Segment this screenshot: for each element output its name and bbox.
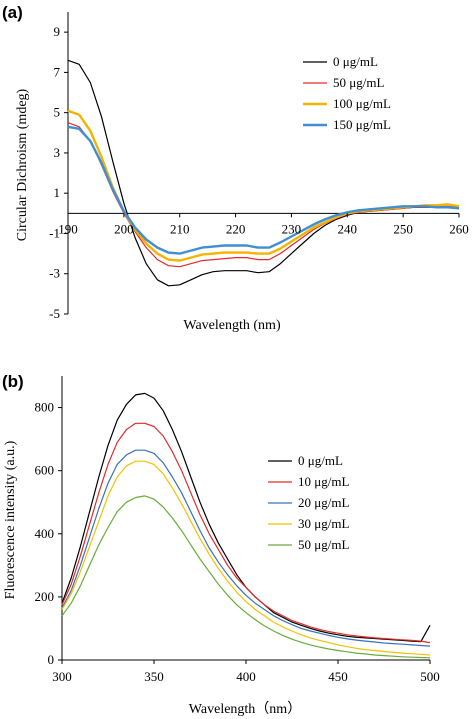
chart-a-series-line-1: [67, 59, 460, 287]
chart-b-series-line-3: [61, 449, 431, 647]
chart-b-series-line-4: [61, 460, 431, 656]
panel-label-b: (b): [2, 372, 24, 391]
chart-b-y-tick-label: 0: [48, 652, 55, 667]
chart-b-legend-label-4: 30 μg/mL: [298, 516, 349, 531]
chart-b-frame: [61, 376, 430, 661]
chart-a-x-tick-label: 240: [338, 221, 358, 236]
chart-b-legend-label-2: 10 μg/mL: [298, 474, 349, 489]
chart-a-series-line-3: [67, 109, 460, 262]
chart-a-x-tick-label: 210: [170, 221, 190, 236]
chart-a-ticks: -5 -3 -1 1 3 5 7 9 190 200 210 220 230 240 250 260: [49, 24, 469, 321]
chart-a-y-tick-label: -3: [49, 266, 60, 281]
chart-b-y-tick-label: 600: [35, 463, 55, 478]
chart-a-xlabel: Wavelength (nm): [183, 318, 281, 333]
chart-a-legend-label-4: 150 μg/mL: [333, 117, 391, 132]
chart-a-x-tick-label: 250: [393, 221, 413, 236]
chart-a-x-tick-label: 190: [58, 221, 78, 236]
chart-b: (b) 0 200 400 600 800 300 350 400 450 500 0 μg/mL…: [2, 372, 440, 717]
chart-a-ylabel: Circular Dichroism (mdeg): [15, 88, 30, 241]
chart-b-x-tick-label: 400: [236, 669, 256, 684]
chart-a-y-tick-label: 5: [54, 105, 61, 120]
chart-a-y-tick-label: 7: [54, 64, 61, 79]
chart-a-legend-label-1: 0 μg/mL: [333, 54, 378, 69]
chart-b-legend-label-5: 50 μg/mL: [298, 537, 349, 552]
chart-a-y-tick-label: -5: [49, 306, 60, 321]
chart-a-y-tick-label: 3: [54, 145, 61, 160]
chart-a-y-tick-label: 1: [54, 185, 61, 200]
chart-b-legend-label-1: 0 μg/mL: [298, 453, 343, 468]
chart-a-legend-label-3: 100 μg/mL: [333, 96, 391, 111]
chart-b-series-line-2: [61, 422, 431, 644]
chart-a-frame: [67, 12, 459, 314]
chart-b-ylabel: Fluorescence intensity (a.u.): [3, 440, 18, 599]
chart-a-series-line-4: [67, 125, 460, 255]
chart-b-x-tick-label: 500: [420, 669, 440, 684]
chart-b-series-line-1: [61, 392, 431, 643]
chart-a-y-tick-label: 9: [54, 24, 61, 39]
chart-a-x-tick-label: 220: [226, 221, 246, 236]
chart-a-x-tick-label: 200: [114, 221, 134, 236]
chart-a-series: [67, 59, 460, 287]
chart-b-x-tick-label: 450: [328, 669, 348, 684]
chart-b-y-tick-label: 400: [35, 526, 55, 541]
chart-b-ticks: 0 200 400 600 800 300 350 400 450 500: [35, 400, 440, 684]
chart-b-xlabel: Wavelength（nm）: [189, 701, 301, 717]
chart-a-legend: 0 μg/mL 50 μg/mL 100 μg/mL 150 μg/mL: [303, 54, 391, 132]
chart-b-x-tick-label: 350: [144, 669, 164, 684]
chart-b-y-tick-label: 200: [35, 589, 55, 604]
chart-b-legend-label-3: 20 μg/mL: [298, 495, 349, 510]
chart-b-series-line-5: [61, 495, 431, 659]
chart-b-y-tick-label: 800: [35, 400, 55, 415]
chart-b-legend: 0 μg/mL 10 μg/mL 20 μg/mL 30 μg/mL 50 μg/mL: [268, 453, 349, 552]
chart-a-legend-label-2: 50 μg/mL: [333, 75, 384, 90]
panel-label-a: (a): [2, 3, 23, 22]
chart-a-y-tick-label: -1: [49, 225, 60, 240]
chart-b-series: [61, 392, 431, 659]
chart-a-x-tick-label: 260: [449, 221, 469, 236]
chart-a-x-tick-label: 230: [282, 221, 302, 236]
chart-b-x-tick-label: 300: [52, 669, 72, 684]
chart-a-series-line-2: [67, 122, 460, 268]
